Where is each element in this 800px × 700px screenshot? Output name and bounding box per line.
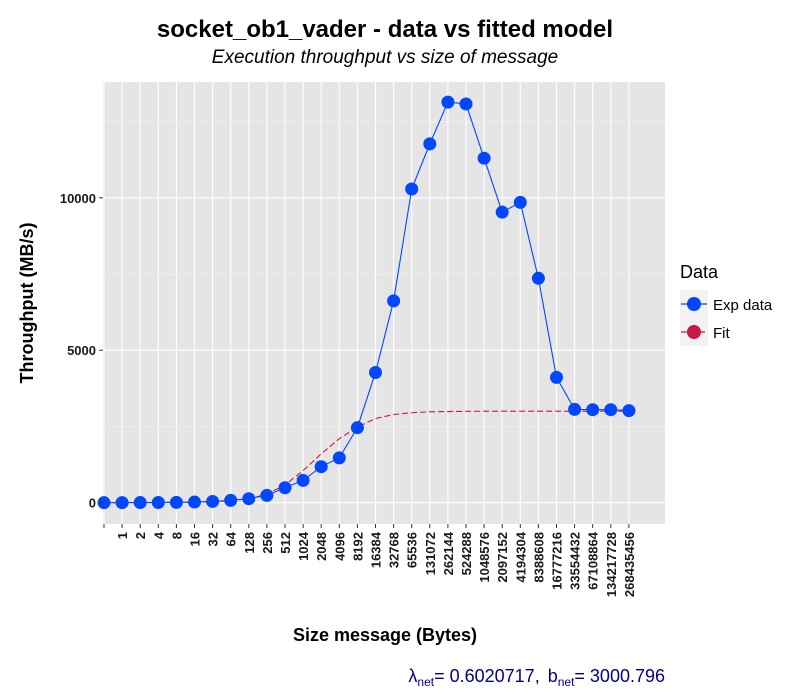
x-tick-label: 16777216 — [550, 532, 565, 590]
b-value: = 3000.796 — [574, 666, 665, 686]
exp-data-point — [133, 496, 147, 510]
x-tick-label: 16384 — [369, 531, 384, 568]
x-tick-label: 8388608 — [531, 532, 546, 583]
exp-data-point — [568, 402, 582, 416]
lambda-subscript: net — [417, 675, 434, 689]
y-axis: 0 5000 10000 — [60, 191, 103, 511]
x-tick-label: 8192 — [350, 532, 365, 561]
exp-data-series — [97, 95, 636, 510]
exp-data-point — [369, 366, 382, 380]
exp-data-point — [423, 137, 437, 151]
x-axis-title: Size message (Bytes) — [293, 625, 477, 645]
exp-data-point — [350, 421, 364, 435]
x-tick-label: 128 — [242, 532, 257, 554]
b-subscript: net — [558, 675, 575, 689]
x-tick-label: 4096 — [332, 532, 347, 561]
x-tick-label: 1024 — [296, 531, 311, 561]
chart-subtitle: Execution throughput vs size of message — [212, 47, 558, 68]
x-tick-label: 256 — [260, 532, 275, 554]
legend: Data Exp data Fit — [680, 262, 773, 346]
exp-data-point — [188, 495, 201, 509]
exp-data-point — [459, 97, 473, 111]
x-tick-label: 524288 — [459, 532, 474, 575]
exp-data-point — [495, 205, 509, 219]
legend-label-fit: Fit — [713, 325, 730, 342]
x-tick-label: 1048576 — [477, 532, 492, 583]
x-tick-label: 2097152 — [495, 532, 510, 583]
y-tick-label: 5000 — [67, 343, 96, 358]
y-tick-label: 0 — [89, 496, 96, 511]
x-tick-label: 16 — [188, 532, 203, 546]
exp-data-point — [441, 95, 455, 109]
exp-data-point — [586, 403, 600, 417]
exp-data-point — [224, 493, 238, 507]
plot-panel — [103, 82, 665, 524]
x-tick-label: 2 — [133, 532, 148, 539]
exp-data-point — [115, 496, 129, 510]
x-tick-label: 64 — [224, 531, 239, 546]
exp-data-point — [296, 473, 310, 487]
y-tick-label: 10000 — [60, 191, 96, 206]
x-tick-label: 4194304 — [513, 531, 528, 582]
exp-data-point — [314, 460, 328, 474]
x-tick-label: 1 — [115, 532, 130, 539]
exp-data-point — [531, 271, 545, 285]
exp-data-point — [604, 403, 618, 417]
b-symbol: b — [548, 666, 558, 686]
exp-data-point — [169, 495, 183, 509]
exp-data-point — [332, 451, 346, 465]
exp-data-point — [278, 481, 292, 495]
exp-data-point — [242, 492, 256, 506]
y-axis-title: Throughput (MB/s) — [17, 223, 37, 384]
x-tick-label: 32 — [206, 532, 221, 546]
lambda-symbol: λ — [408, 666, 417, 686]
exp-data-point — [97, 496, 111, 510]
legend-title: Data — [680, 262, 719, 282]
exp-data-point — [405, 182, 419, 196]
exp-data-point — [260, 488, 274, 502]
grid-lines — [103, 82, 665, 524]
x-tick-label: 512 — [278, 532, 293, 554]
lambda-value: = 0.6020717, — [434, 666, 540, 686]
exp-data-point — [513, 195, 527, 209]
legend-label-exp: Exp data — [713, 297, 773, 314]
x-tick-label: 2048 — [314, 532, 329, 561]
x-axis: 1 2 4 8 16 32 64 128 256 512 1024 2048 4096 8192 16384… — [103, 524, 637, 597]
chart-title: socket_ob1_vader - data vs fitted model — [157, 16, 613, 43]
x-tick-label: 262144 — [441, 531, 456, 575]
exp-data-point — [622, 404, 636, 418]
x-tick-label: 4 — [151, 531, 166, 539]
x-tick-label: 268435456 — [622, 532, 637, 597]
x-tick-label: 134217728 — [604, 532, 619, 597]
legend-key-point-fit — [687, 325, 701, 339]
x-tick-label: 8 — [169, 532, 184, 539]
fit-line — [103, 410, 629, 504]
fit-series — [103, 410, 629, 504]
exp-data-point — [550, 370, 563, 384]
exp-data-point — [477, 151, 491, 165]
exp-data-point — [151, 495, 165, 509]
x-tick-label: 67108864 — [586, 531, 601, 590]
x-tick-label: 65536 — [405, 532, 420, 568]
x-tick-label: 32768 — [387, 532, 402, 568]
legend-key-point-exp — [687, 297, 701, 311]
x-tick-label: 131072 — [423, 532, 438, 575]
exp-data-point — [206, 494, 220, 508]
exp-data-point — [387, 294, 401, 308]
x-tick-label: 33554432 — [568, 532, 583, 590]
fit-parameters-annotation: λnet= 0.6020717, bnet= 3000.796 — [408, 666, 665, 689]
